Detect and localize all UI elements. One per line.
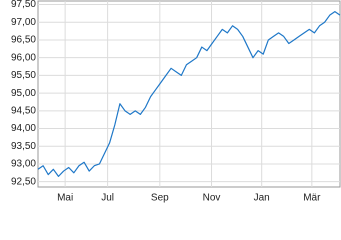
y-tick-label: 97,00: [11, 17, 36, 28]
y-tick-label: 97,50: [11, 0, 36, 10]
y-tick-label: 94,00: [11, 123, 36, 134]
y-tick-label: 95,00: [11, 88, 36, 99]
x-tick-label: Nov: [203, 193, 221, 204]
x-tick-label: Mai: [57, 193, 73, 204]
x-tick-label: Jan: [254, 193, 270, 204]
x-tick-label: Jul: [101, 193, 114, 204]
y-tick-label: 96,00: [11, 52, 36, 63]
y-tick-label: 96,50: [11, 35, 36, 46]
y-tick-label: 95,50: [11, 70, 36, 81]
plot-frame: [37, 0, 341, 188]
x-tick-label: Sep: [151, 193, 169, 204]
price-line: [37, 11, 341, 177]
y-tick-label: 93,00: [11, 159, 36, 170]
y-tick-label: 92,50: [11, 176, 36, 187]
y-tick-label: 93,50: [11, 141, 36, 152]
x-tick-label: Mär: [303, 193, 321, 204]
chart: 92,50 93,00 93,50 94,00 94,50 95,00 95,50 96,00…: [11, 0, 341, 204]
y-tick-label: 94,50: [11, 105, 36, 116]
